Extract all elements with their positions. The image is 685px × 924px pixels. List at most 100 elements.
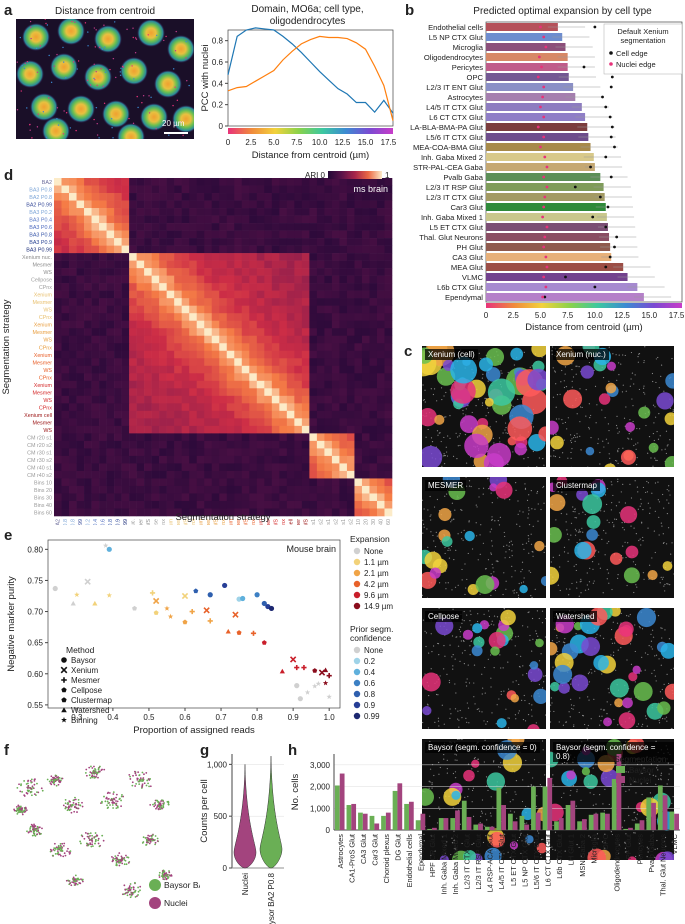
transcript-dot [544,636,546,638]
heatmap-cell [226,493,235,502]
heatmap-cell [76,365,85,374]
transcript-dot [576,789,578,791]
heatmap-cell [121,305,130,314]
heatmap-cell [136,290,145,299]
transcript-dot [528,570,530,572]
transcript-dot [445,391,447,394]
heatmap-cell [241,335,250,344]
col-label: WS [243,519,249,525]
transcript-dot [484,825,486,827]
row-label: BA2 P0.99 [26,203,52,209]
heatmap-cell [69,380,77,389]
heatmap-cell [91,320,100,329]
transcript-dot [29,129,31,131]
transcript-dot [471,801,473,803]
heatmap-cell [241,215,250,224]
transcript-dot [461,652,464,654]
heatmap-cell [91,395,100,404]
transcript-dot [457,645,460,647]
heatmap-cell [234,373,243,382]
transcript-dot [638,353,640,355]
transcript-dot [662,576,664,578]
transcript-dot [655,654,658,656]
heatmap-cell [376,343,385,352]
transcript-dot [479,821,481,824]
heatmap-cell [159,380,167,389]
heatmap-cell [91,373,100,382]
transcript-dot [630,783,632,785]
cell-segment [538,426,546,442]
transcript-dot [110,117,113,120]
transcript-dot [520,655,522,657]
transcript-dot [598,563,600,565]
heatmap-cell [369,358,378,367]
heatmap-cell [136,313,145,322]
cell-segment [521,807,534,821]
segmentation-tile: Xenium (nuc.) [550,346,674,467]
heatmap-cell [249,410,258,419]
heatmap-cell [264,410,273,419]
transcript-dot [86,79,89,81]
heatmap-cell [331,410,340,419]
col-label: CM r40 s1 [341,519,347,525]
heatmap-cell [204,185,213,194]
heatmap-cell [354,350,363,359]
heatmap-cell [91,388,100,397]
heatmap-cell [346,403,355,412]
row-label: BA3 P0.8 [29,233,52,239]
cell-segment [490,646,500,656]
transcript-dot [56,117,58,120]
panel-a-chart-title-2: oligodendrocytes [269,16,346,27]
heatmap-cell [294,328,303,337]
x-tick-label: 0.7 [215,713,227,722]
heatmap-cell [286,418,295,427]
row-label: Cellpose [31,278,52,284]
transcript-dot [524,720,527,722]
heatmap-cell [339,433,348,442]
transcript-dot [646,846,648,848]
cell-blob [140,103,168,131]
transcript-dot [468,485,471,487]
heatmap-cell [361,418,370,427]
heatmap-cell [324,418,333,427]
heatmap-cell [286,268,295,276]
heatmap-cell [286,508,295,517]
transcript-dot [617,462,619,464]
heatmap-cell [211,425,220,434]
transcript-dot [578,711,580,714]
transcript-dot [494,589,497,592]
transcript-dot [562,641,565,643]
heatmap-cell [249,305,258,314]
transcript-dot [625,833,627,835]
transcript-dot [667,682,670,685]
transcript-dot [582,531,584,533]
heatmap-cell [279,500,288,509]
x-tick-label: 10.0 [587,311,603,320]
transcript-dot [445,588,447,590]
transcript-dot [182,134,184,137]
heatmap-cell [114,358,122,367]
heatmap-cell [256,500,265,509]
cell-segment [648,442,659,453]
heatmap-cell [324,380,333,389]
x-tick-label: 5.0 [268,138,280,147]
heatmap-cell [69,508,77,517]
cell-segment [609,608,621,617]
bar [486,83,574,91]
transcript-dot [558,721,560,723]
heatmap-cell [174,365,182,374]
transcript-dot [616,622,619,624]
transcript-dot [458,726,460,728]
umap-point [37,791,40,794]
transcript-dot [452,518,454,520]
transcript-dot [659,691,662,693]
heatmap-cell [361,500,370,509]
transcript-dot [550,710,551,712]
transcript-dot [661,688,663,691]
nuclei-edge-dot [544,285,548,289]
x-axis-label: Proportion of assigned reads [133,725,255,736]
method-legend-label: Cellpose [71,686,103,695]
heatmap-cell [76,418,85,427]
transcript-dot [536,795,538,797]
transcript-dot [578,366,580,368]
